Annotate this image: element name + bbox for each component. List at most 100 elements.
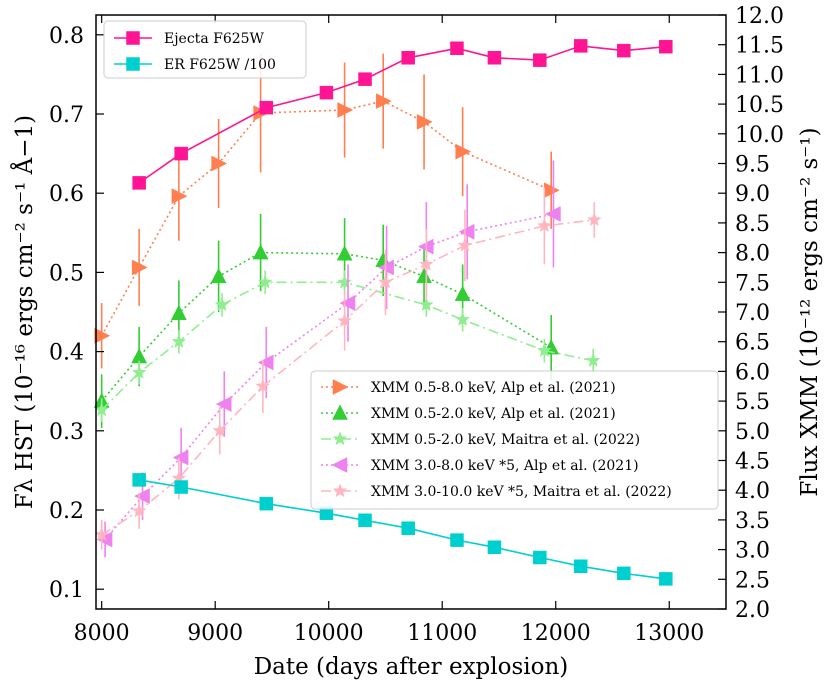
series-line (104, 213, 554, 541)
right-y-tick-label: 10.5 (735, 93, 784, 118)
data-point (174, 146, 188, 161)
x-tick-label: 10000 (294, 621, 364, 646)
data-point (339, 295, 356, 311)
right-y-tick-label: 5.5 (735, 390, 770, 415)
data-point (337, 102, 354, 118)
data-point (617, 43, 631, 58)
data-point (131, 503, 147, 518)
data-point (659, 39, 673, 54)
series-line (138, 45, 666, 184)
right-y-axis-label: Flux XMM (10⁻¹² ergs cm⁻² s⁻¹) (797, 127, 823, 496)
data-point (337, 313, 352, 328)
data-point (336, 245, 353, 261)
right-y-tick-label: 11.0 (735, 63, 784, 88)
data-point (378, 274, 393, 289)
axes-frame (95, 14, 727, 610)
left-y-tick-label: 0.3 (49, 420, 84, 445)
left-y-tick-label: 0.1 (49, 578, 84, 603)
x-axis-label: Date (days after explosion) (254, 654, 569, 680)
left-y-tick-label: 0.6 (49, 182, 84, 207)
right-y-tick-label: 7.0 (735, 301, 770, 326)
data-point (259, 496, 274, 511)
legend-center-right: XMM 0.5-8.0 keV, Alp et al. (2021) XMM 0.… (310, 370, 719, 510)
legend-label: XMM 3.0-8.0 keV *5, Alp et al. (2021) (371, 458, 639, 474)
data-point (259, 100, 274, 115)
legend-label: XMM 3.0-10.0 keV *5, Maitra et al. (2022… (371, 484, 672, 500)
data-point (214, 297, 230, 312)
data-point (458, 223, 475, 240)
x-tick-label: 11000 (407, 621, 477, 646)
data-point (419, 297, 434, 312)
right-y-tick-label: 7.5 (735, 271, 770, 296)
data-point (210, 267, 227, 284)
legend-label: XMM 0.5-2.0 keV, Maitra et al. (2022) (371, 432, 640, 448)
data-point (573, 39, 588, 53)
legend-marker (332, 379, 349, 395)
data-point (587, 212, 602, 227)
plot-area (93, 39, 673, 586)
data-point (358, 513, 372, 528)
data-point (171, 333, 187, 348)
data-point (170, 304, 187, 320)
series-line (101, 251, 552, 402)
data-point (455, 143, 472, 160)
data-point (257, 274, 273, 289)
legend-marker (332, 404, 348, 420)
data-point (252, 244, 269, 260)
data-point (401, 51, 415, 65)
x-tick-label: 9000 (187, 621, 243, 646)
data-point (172, 449, 189, 466)
data-point (573, 559, 588, 573)
right-y-tick-label: 10.0 (735, 123, 784, 148)
data-point (212, 423, 228, 438)
legend-marker (126, 31, 140, 45)
left-y-tick-label: 0.7 (49, 103, 84, 128)
data-point (537, 218, 552, 233)
right-y-tick-label: 11.5 (735, 34, 784, 59)
data-point (215, 396, 232, 412)
legend-marker (332, 483, 348, 498)
legend-label: Ejecta F625W (164, 31, 265, 47)
data-point (375, 93, 392, 110)
left-y-axis-label: Fλ HST (10⁻¹⁶ ergs cm⁻² s⁻¹ Å−1) (10, 115, 38, 509)
right-y-tick-label: 4.5 (735, 450, 770, 475)
right-y-tick-label: 4.0 (735, 479, 770, 504)
data-point (544, 206, 561, 222)
left-y-tick-label: 0.8 (49, 24, 84, 49)
ticks: 8000 9000 10000 11000 12000 13000 0.1 0.2 0.3 0.4… (49, 4, 784, 646)
right-y-tick-label: 8.0 (735, 242, 770, 267)
data-point (487, 540, 502, 554)
data-point (132, 473, 146, 487)
legend-box (310, 370, 719, 510)
legend-label: XMM 0.5-2.0 keV, Alp et al. (2021) (371, 406, 616, 422)
x-tick-label: 12000 (521, 621, 591, 646)
data-point (174, 480, 188, 494)
series-line (138, 479, 666, 580)
data-point (131, 259, 148, 276)
data-point (585, 353, 601, 367)
left-y-tick-label: 0.5 (49, 261, 84, 286)
data-point (457, 237, 473, 252)
data-point (617, 566, 631, 581)
right-y-tick-label: 3.5 (735, 509, 770, 534)
data-point (401, 521, 415, 535)
data-point (416, 267, 432, 284)
series-2 (132, 473, 673, 586)
right-y-tick-label: 8.5 (735, 212, 770, 237)
data-point (358, 72, 372, 86)
series-line (100, 100, 552, 337)
legend-label: XMM 0.5-8.0 keV, Alp et al. (2021) (371, 380, 616, 396)
data-point (533, 550, 547, 565)
data-point (94, 327, 111, 344)
data-point (132, 176, 146, 190)
legend-top-left: Ejecta F625W ER F625W /100 (103, 20, 307, 79)
data-point (133, 488, 150, 505)
right-y-tick-label: 2.5 (735, 568, 770, 593)
right-y-tick-label: 6.5 (735, 331, 770, 356)
data-point (455, 311, 470, 326)
right-y-tick-label: 3.0 (735, 539, 770, 564)
series-3 (94, 53, 560, 369)
data-point (416, 114, 433, 130)
data-point (337, 274, 352, 289)
